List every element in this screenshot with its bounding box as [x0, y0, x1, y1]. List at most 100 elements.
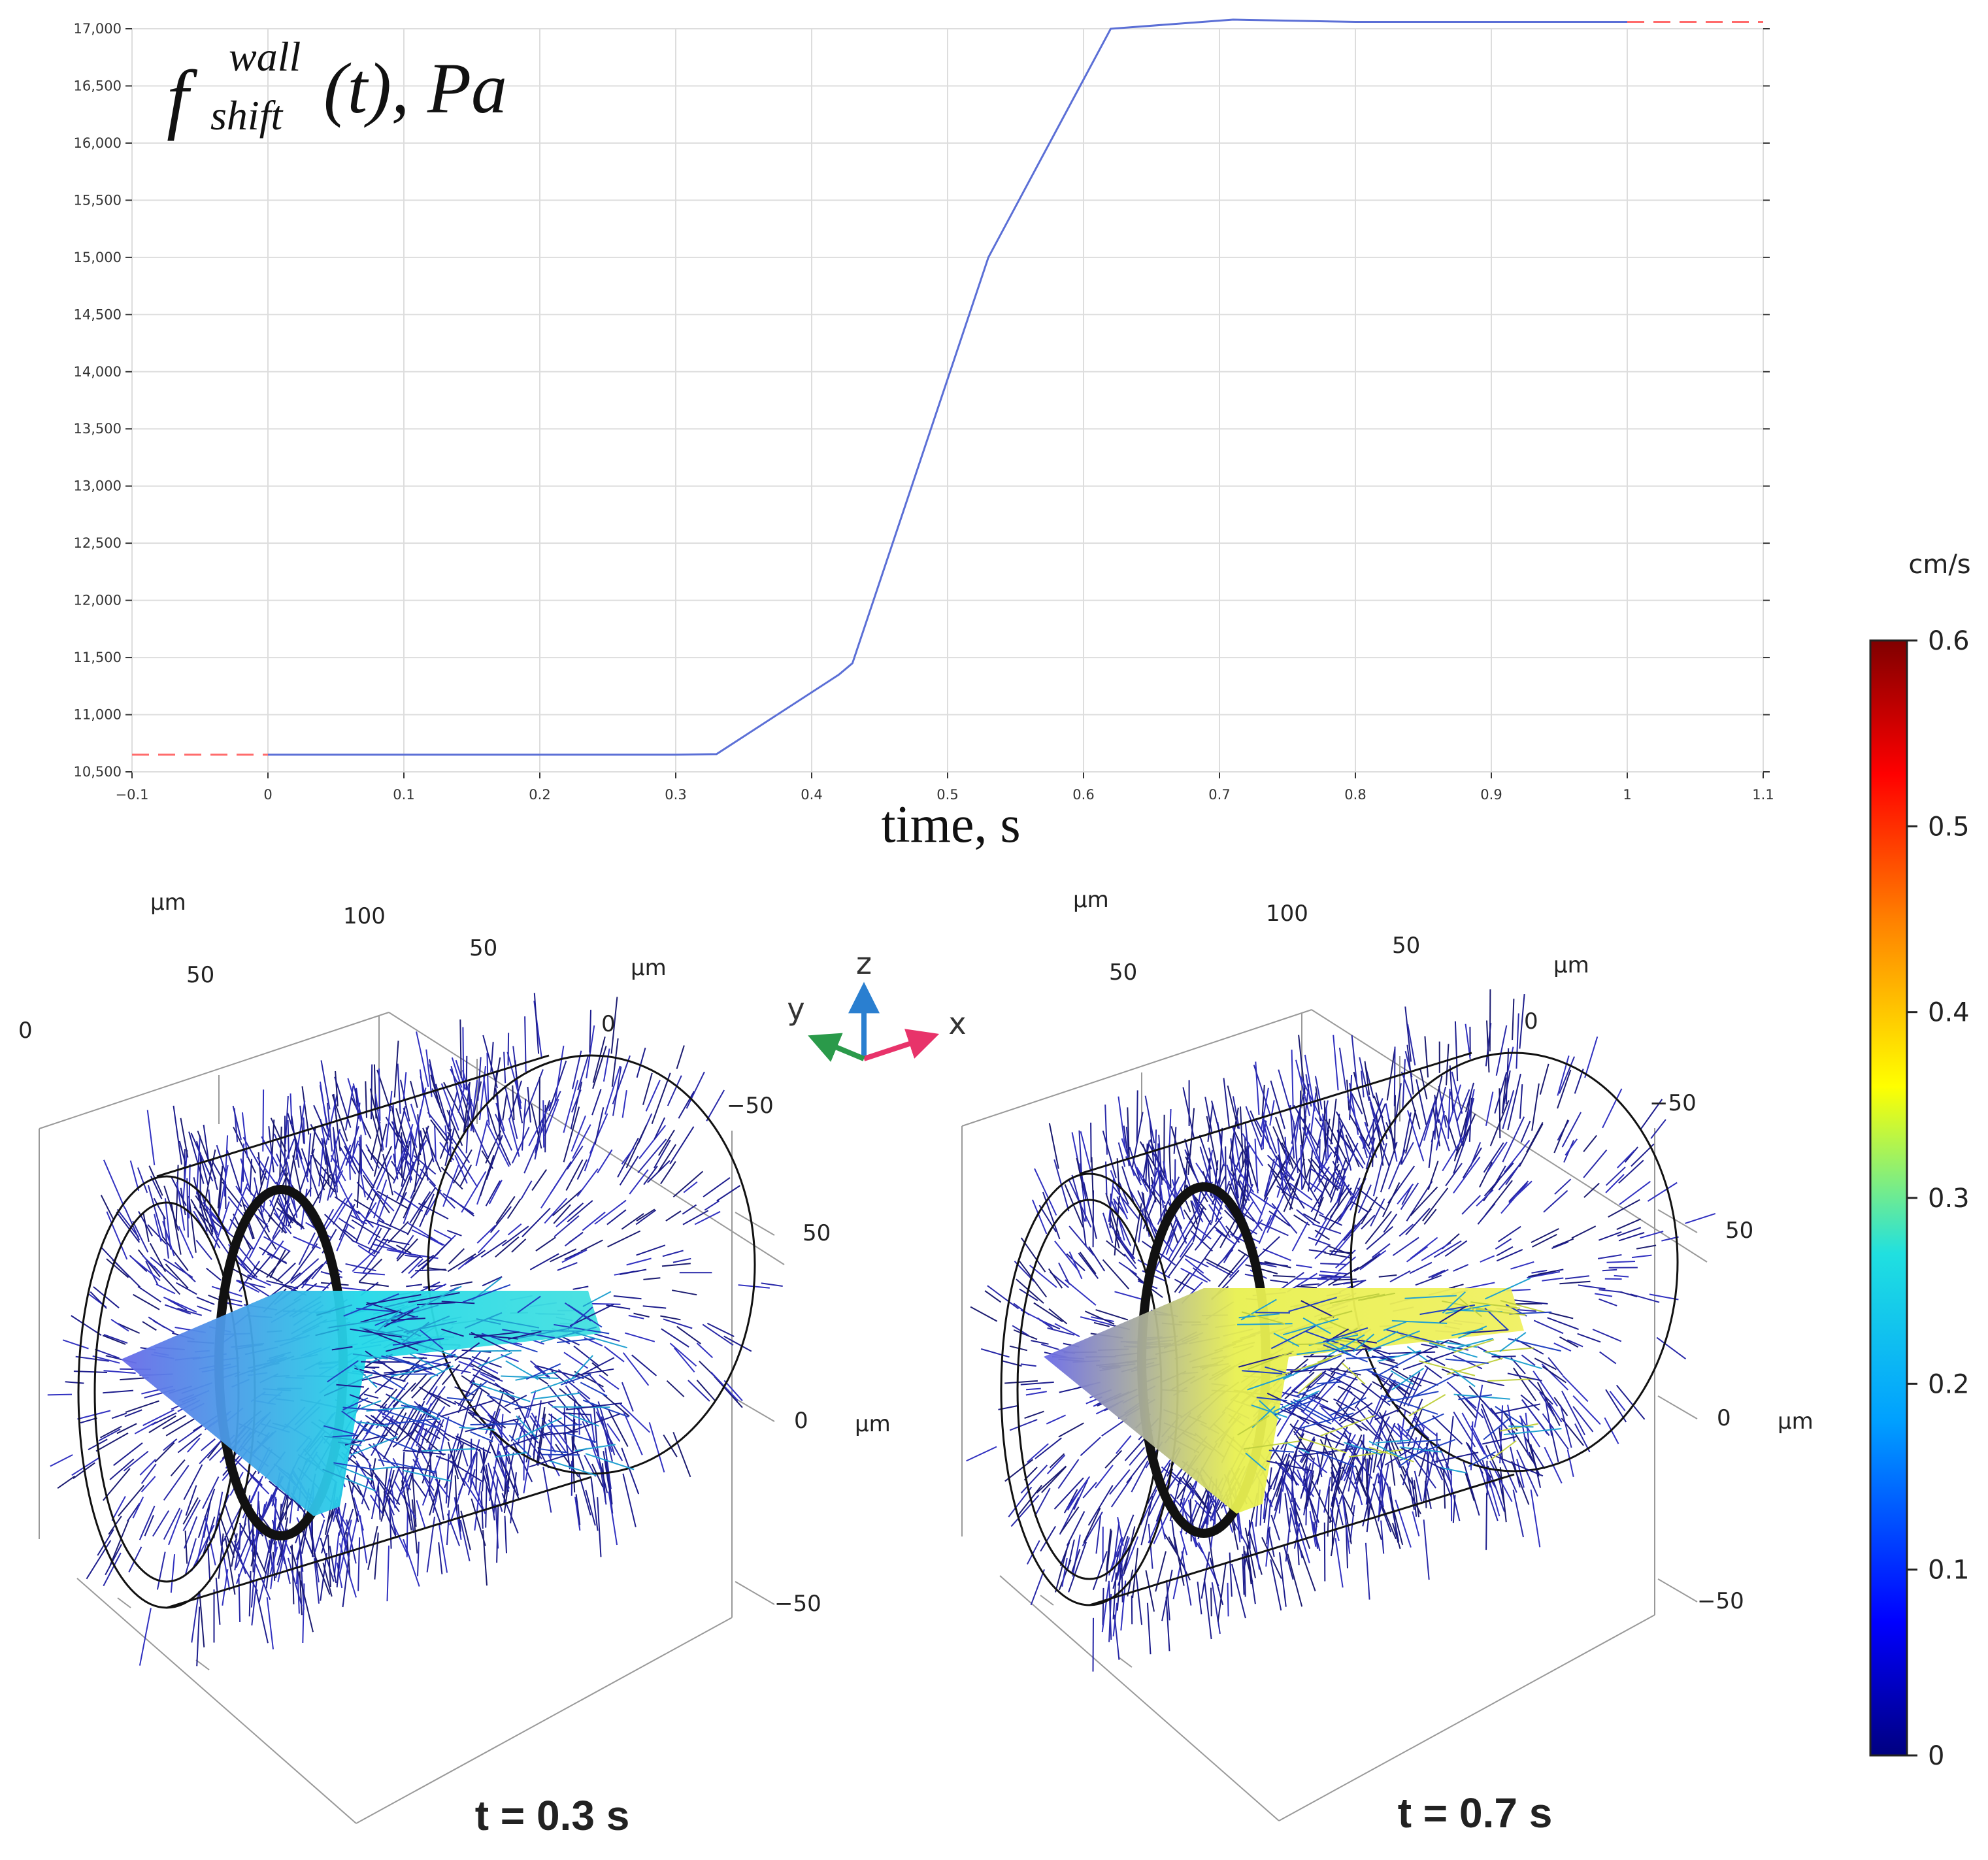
velocity-arrow [1227, 1582, 1229, 1617]
velocity-arrow [132, 1220, 149, 1253]
velocity-arrow [352, 1083, 367, 1136]
velocity-arrow [1166, 1216, 1178, 1246]
velocity-arrow [1361, 1214, 1376, 1230]
velocity-arrow [1171, 1520, 1176, 1550]
velocity-arrow [1357, 1187, 1385, 1210]
velocity-arrow [1400, 1182, 1419, 1210]
velocity-arrow [621, 1448, 640, 1495]
velocity-arrow [250, 1547, 257, 1608]
velocity-arrow [436, 1455, 456, 1464]
velocity-arrow [196, 1296, 215, 1305]
velocity-arrow [1242, 1370, 1283, 1374]
velocity-arrow [572, 1286, 589, 1290]
velocity-arrow [1257, 1261, 1288, 1267]
velocity-arrow [402, 1155, 423, 1180]
velocity-arrow [1444, 1240, 1468, 1257]
velocity-arrow [1406, 1246, 1428, 1263]
velocity-arrow [537, 1365, 584, 1380]
velocity-arrow [1204, 1097, 1213, 1133]
velocity-arrow [592, 1046, 607, 1089]
velocity-arrow [1391, 1367, 1425, 1391]
velocity-arrow [468, 1084, 474, 1131]
velocity-arrow [1395, 1499, 1412, 1548]
velocity-arrow [145, 1261, 159, 1286]
velocity-arrow [1079, 1163, 1087, 1200]
velocity-arrow [1331, 1276, 1351, 1278]
velocity-arrow [177, 1433, 203, 1453]
velocity-arrow [567, 1146, 584, 1170]
velocity-arrow [501, 1225, 529, 1247]
velocity-arrow [1470, 1421, 1474, 1470]
velocity-arrow [1259, 1400, 1280, 1420]
velocity-arrow [408, 1258, 423, 1274]
velocity-arrow [1199, 1220, 1212, 1246]
velocity-arrow [1317, 1352, 1344, 1363]
velocity-arrow [232, 1105, 242, 1140]
velocity-arrow [227, 1196, 246, 1220]
velocity-arrow [1276, 1359, 1330, 1378]
colorbar-tick-label: 0.6 [1928, 626, 1970, 656]
velocity-arrow [676, 1045, 685, 1069]
velocity-arrow [637, 1138, 667, 1174]
velocity-arrow [564, 1251, 582, 1260]
velocity-arrow [111, 1496, 126, 1521]
velocity-arrow [164, 1304, 191, 1315]
velocity-arrow [1227, 1168, 1250, 1201]
velocity-arrow [146, 1110, 156, 1166]
velocity-arrow [628, 1314, 644, 1320]
velocity-arrow [1496, 1248, 1523, 1262]
velocity-arrow [257, 1152, 263, 1188]
velocity-arrow [604, 1065, 621, 1115]
velocity-arrow [1353, 1256, 1378, 1272]
velocity-arrow [403, 1072, 407, 1102]
velocity-arrow [1364, 1061, 1370, 1095]
velocity-arrow [1201, 1232, 1224, 1263]
velocity-arrow [476, 1225, 496, 1244]
velocity-arrow [116, 1211, 141, 1243]
velocity-arrow [301, 1526, 308, 1554]
velocity-arrow [1465, 1282, 1495, 1289]
velocity-arrow [574, 1444, 616, 1452]
velocity-arrow [1448, 1088, 1451, 1139]
velocity-arrow [1078, 1252, 1099, 1280]
velocity-arrow [542, 1100, 545, 1148]
velocity-arrow [1242, 1133, 1264, 1167]
velocity-arrow [1399, 1446, 1442, 1453]
velocity-arrow [572, 1124, 591, 1159]
velocity-arrow [397, 1063, 401, 1114]
velocity-arrow [1069, 1251, 1083, 1280]
velocity-arrow [1315, 1218, 1327, 1238]
velocity-arrow [1485, 1347, 1534, 1353]
axis-label-z0: 0 [794, 1408, 808, 1434]
velocity-arrow [1175, 1218, 1187, 1244]
velocity-arrow [597, 1149, 613, 1174]
velocity-arrow [633, 1312, 650, 1318]
velocity-arrow [464, 1312, 503, 1329]
velocity-arrow [1303, 1355, 1334, 1357]
velocity-arrow [1640, 1231, 1664, 1239]
velocity-arrow [276, 1262, 296, 1282]
velocity-arrow [1135, 1569, 1143, 1625]
velocity-arrow [1259, 1263, 1277, 1268]
velocity-arrow [1184, 1138, 1194, 1172]
velocity-arrow [594, 1333, 620, 1342]
velocity-arrow [508, 1331, 542, 1340]
velocity-arrow [1296, 1286, 1317, 1289]
velocity-arrow [195, 1186, 214, 1235]
velocity-arrow [1548, 1312, 1574, 1320]
axis-label-zm50: −50 [1697, 1588, 1744, 1614]
velocity-arrow [315, 1329, 340, 1337]
triad-x-label: x [948, 1006, 966, 1041]
velocity-arrow [1404, 1006, 1412, 1062]
axis-box-lines [39, 1012, 785, 1824]
velocity-arrow [1500, 1423, 1539, 1432]
velocity-arrow [447, 1131, 471, 1163]
velocity-arrow [1204, 1257, 1234, 1274]
velocity-arrow [1280, 1408, 1334, 1431]
velocity-arrow [241, 1112, 248, 1158]
velocity-arrow [446, 1229, 462, 1237]
velocity-arrow [1300, 1172, 1319, 1204]
velocity-arrow [405, 1475, 414, 1534]
velocity-arrow [1502, 1090, 1515, 1129]
velocity-arrow [645, 1080, 661, 1112]
